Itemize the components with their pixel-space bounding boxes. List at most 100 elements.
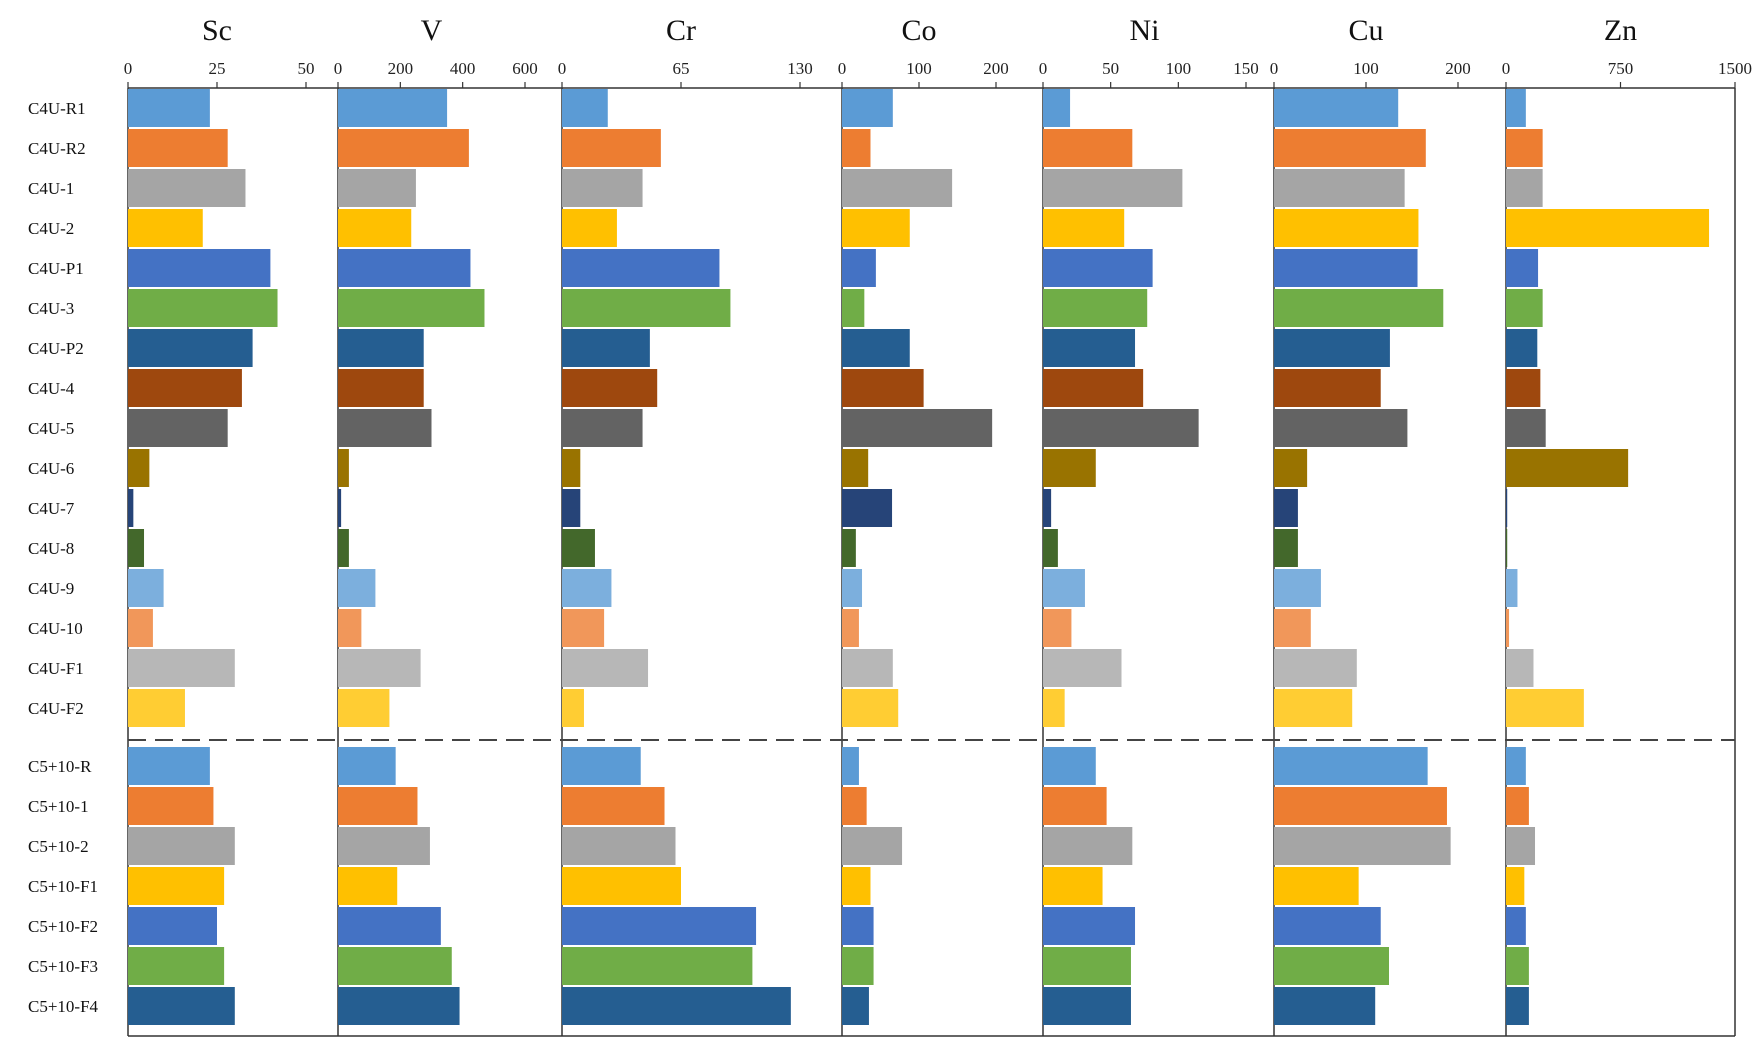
bar-cr-c4u-8 bbox=[562, 529, 595, 567]
bar-cu-c4u-1 bbox=[1274, 169, 1405, 207]
bar-sc-c5-10-r bbox=[128, 747, 210, 785]
bar-sc-c5-10-2 bbox=[128, 827, 235, 865]
bar-co-c4u-2 bbox=[842, 209, 910, 247]
bar-ni-c4u-f2 bbox=[1043, 689, 1065, 727]
panel-title-ni: Ni bbox=[1130, 14, 1160, 47]
bar-cu-c4u-3 bbox=[1274, 289, 1444, 327]
bar-v-c5-10-r bbox=[338, 747, 396, 785]
bar-sc-c4u-p1 bbox=[128, 249, 271, 287]
bar-sc-c4u-5 bbox=[128, 409, 228, 447]
category-label: C4U-6 bbox=[28, 459, 74, 478]
bar-ni-c4u-p1 bbox=[1043, 249, 1153, 287]
bar-ni-c4u-r2 bbox=[1043, 129, 1133, 167]
bar-ni-c4u-8 bbox=[1043, 529, 1058, 567]
tick-label: 0 bbox=[1270, 59, 1279, 78]
tick-label: 0 bbox=[124, 59, 133, 78]
bar-cu-c4u-5 bbox=[1274, 409, 1408, 447]
bar-cr-c5-10-f2 bbox=[562, 907, 757, 945]
bar-cr-c4u-r1 bbox=[562, 89, 608, 127]
bar-co-c5-10-r bbox=[842, 747, 859, 785]
bar-sc-c4u-r2 bbox=[128, 129, 228, 167]
tick-label: 0 bbox=[558, 59, 567, 78]
bar-v-c5-10-f3 bbox=[338, 947, 452, 985]
bar-sc-c4u-9 bbox=[128, 569, 164, 607]
category-label: C5+10-F3 bbox=[28, 957, 98, 976]
bar-zn-c4u-6 bbox=[1506, 449, 1629, 487]
bar-cu-c4u-2 bbox=[1274, 209, 1419, 247]
bar-cu-c5-10-f4 bbox=[1274, 987, 1376, 1025]
bar-co-c5-10-f4 bbox=[842, 987, 869, 1025]
bar-zn-c4u-1 bbox=[1506, 169, 1543, 207]
bar-v-c4u-f1 bbox=[338, 649, 421, 687]
bar-zn-c4u-f1 bbox=[1506, 649, 1534, 687]
bar-ni-c4u-7 bbox=[1043, 489, 1052, 527]
bar-v-c5-10-f2 bbox=[338, 907, 441, 945]
bar-cr-c4u-3 bbox=[562, 289, 731, 327]
category-label: C4U-5 bbox=[28, 419, 74, 438]
category-label: C5+10-R bbox=[28, 757, 92, 776]
bar-cu-c4u-6 bbox=[1274, 449, 1308, 487]
bar-co-c5-10-f3 bbox=[842, 947, 874, 985]
category-label: C4U-1 bbox=[28, 179, 74, 198]
tick-label: 100 bbox=[1353, 59, 1379, 78]
bar-cr-c4u-r2 bbox=[562, 129, 661, 167]
bar-co-c5-10-1 bbox=[842, 787, 867, 825]
bar-sc-c4u-6 bbox=[128, 449, 150, 487]
bar-ni-c4u-9 bbox=[1043, 569, 1085, 607]
bar-sc-c4u-2 bbox=[128, 209, 203, 247]
bar-v-c4u-p2 bbox=[338, 329, 424, 367]
bar-v-c4u-4 bbox=[338, 369, 424, 407]
bar-sc-c4u-10 bbox=[128, 609, 153, 647]
bar-co-c4u-r2 bbox=[842, 129, 871, 167]
bar-cr-c4u-7 bbox=[562, 489, 581, 527]
bar-v-c4u-8 bbox=[338, 529, 349, 567]
bar-sc-c4u-f2 bbox=[128, 689, 185, 727]
bar-zn-c4u-f2 bbox=[1506, 689, 1584, 727]
bar-cr-c4u-f2 bbox=[562, 689, 584, 727]
tick-label: 0 bbox=[334, 59, 343, 78]
bar-ni-c5-10-r bbox=[1043, 747, 1096, 785]
bar-ni-c5-10-f2 bbox=[1043, 907, 1136, 945]
bar-v-c4u-6 bbox=[338, 449, 349, 487]
bar-v-c4u-2 bbox=[338, 209, 412, 247]
bar-ni-c4u-p2 bbox=[1043, 329, 1136, 367]
bar-v-c4u-f2 bbox=[338, 689, 390, 727]
tick-label: 0 bbox=[1039, 59, 1048, 78]
bar-co-c5-10-f2 bbox=[842, 907, 874, 945]
panel-title-sc: Sc bbox=[202, 14, 232, 47]
bar-co-c4u-f2 bbox=[842, 689, 899, 727]
category-label: C4U-3 bbox=[28, 299, 74, 318]
tick-label: 65 bbox=[673, 59, 690, 78]
bar-cu-c5-10-f2 bbox=[1274, 907, 1381, 945]
bar-ni-c4u-r1 bbox=[1043, 89, 1071, 127]
bar-co-c4u-5 bbox=[842, 409, 993, 447]
bar-ni-c4u-4 bbox=[1043, 369, 1144, 407]
bar-v-c4u-7 bbox=[338, 489, 342, 527]
bar-cu-c4u-p2 bbox=[1274, 329, 1390, 367]
bar-zn-c5-10-2 bbox=[1506, 827, 1536, 865]
bar-cu-c4u-r1 bbox=[1274, 89, 1399, 127]
panel-title-zn: Zn bbox=[1604, 14, 1637, 47]
bar-sc-c4u-7 bbox=[128, 489, 134, 527]
bar-zn-c5-10-f4 bbox=[1506, 987, 1529, 1025]
bar-cu-c4u-r2 bbox=[1274, 129, 1426, 167]
bar-co-c4u-1 bbox=[842, 169, 953, 207]
category-label: C4U-10 bbox=[28, 619, 83, 638]
bar-sc-c4u-1 bbox=[128, 169, 246, 207]
category-label: C4U-2 bbox=[28, 219, 74, 238]
bar-v-c5-10-2 bbox=[338, 827, 430, 865]
bar-sc-c4u-r1 bbox=[128, 89, 210, 127]
tick-label: 200 bbox=[388, 59, 414, 78]
bar-zn-c4u-8 bbox=[1506, 529, 1508, 567]
bar-cr-c4u-6 bbox=[562, 449, 581, 487]
bar-sc-c4u-f1 bbox=[128, 649, 235, 687]
bar-cr-c5-10-1 bbox=[562, 787, 665, 825]
tick-label: 50 bbox=[298, 59, 315, 78]
bar-cu-c4u-8 bbox=[1274, 529, 1298, 567]
bar-co-c5-10-2 bbox=[842, 827, 903, 865]
bar-cr-c5-10-2 bbox=[562, 827, 676, 865]
bar-cr-c4u-9 bbox=[562, 569, 612, 607]
bar-cr-c4u-p1 bbox=[562, 249, 720, 287]
tick-label: 50 bbox=[1102, 59, 1119, 78]
bar-cu-c5-10-r bbox=[1274, 747, 1428, 785]
